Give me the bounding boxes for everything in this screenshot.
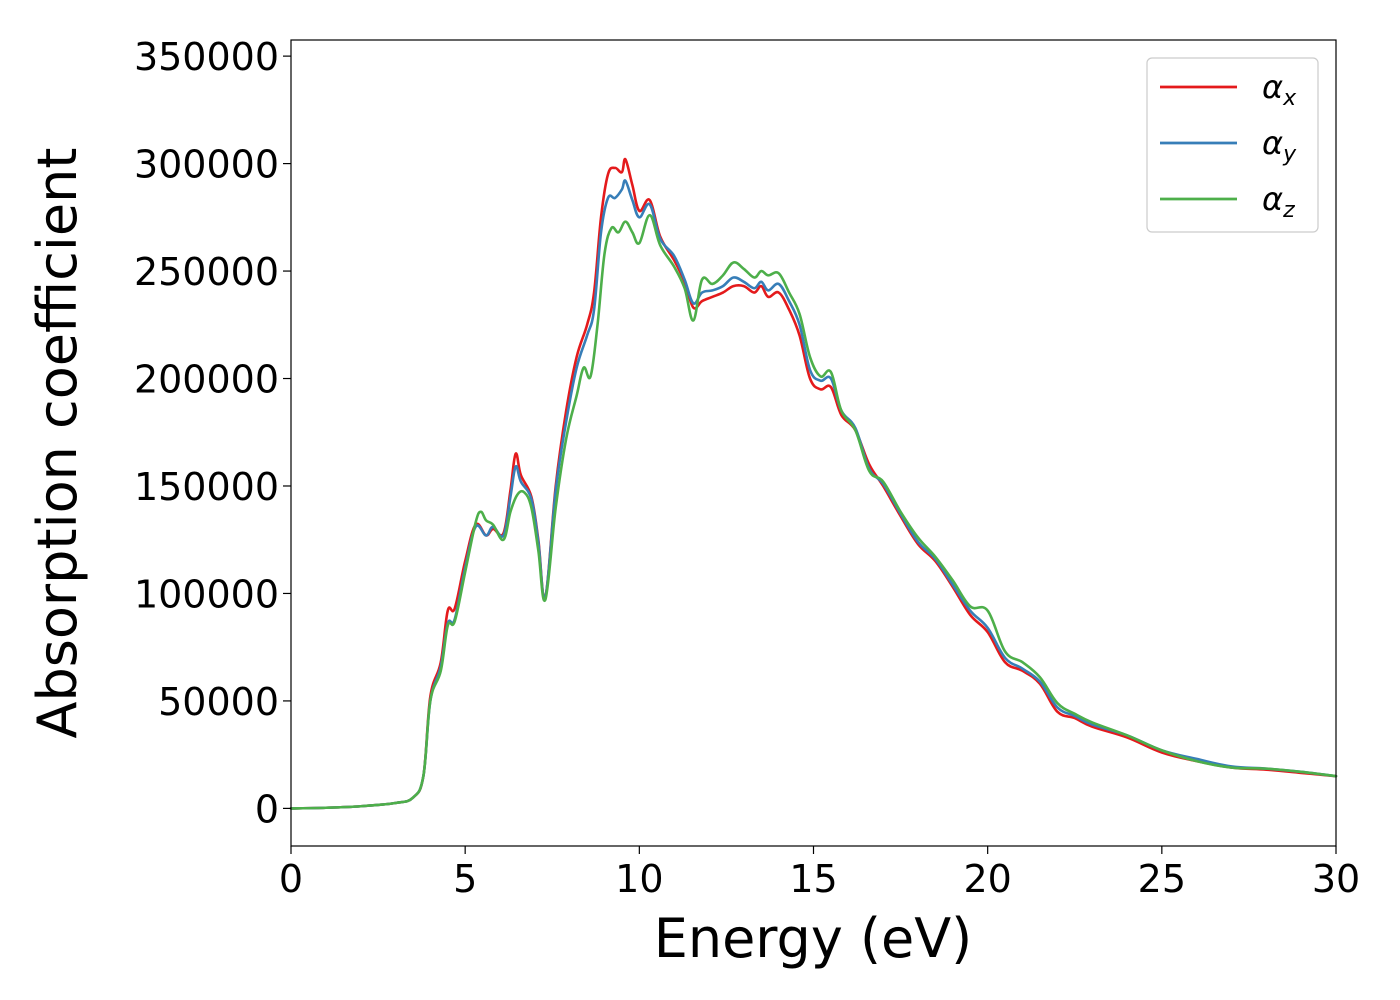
legend: αx αy αz [1146, 57, 1319, 233]
legend-entries: αx αy αz [1160, 68, 1297, 223]
legend-label-y: αy [1262, 124, 1297, 167]
y-tick-label: 350000 [134, 35, 279, 79]
y-tick-label: 200000 [134, 358, 279, 402]
y-tick-label: 100000 [134, 572, 279, 616]
y-tick-label: 0 [255, 787, 279, 831]
y-tick-label: 250000 [134, 250, 279, 294]
x-axis-title: Energy (eV) [654, 907, 973, 970]
x-axis-ticks: 0 5 10 15 20 25 30 [279, 846, 1360, 901]
plot-lines [289, 157, 1338, 810]
series-line-z [289, 213, 1338, 810]
x-tick-label: 5 [453, 857, 477, 901]
x-tick-label: 15 [789, 857, 837, 901]
y-tick-label: 50000 [158, 680, 279, 724]
legend-box [1146, 57, 1319, 233]
y-axis-title: Absorption coefficient [26, 148, 89, 739]
y-tick-label: 300000 [134, 143, 279, 187]
y-tick-label: 150000 [134, 465, 279, 509]
x-tick-label: 0 [279, 857, 303, 901]
series-line-y [289, 179, 1338, 810]
legend-label-z: αz [1262, 180, 1295, 223]
x-tick-label: 10 [615, 857, 663, 901]
x-tick-label: 25 [1138, 857, 1186, 901]
x-tick-label: 20 [963, 857, 1011, 901]
x-tick-label: 30 [1312, 857, 1360, 901]
y-axis-ticks: 0 50000 100000 150000 200000 250000 300000 3500… [134, 35, 291, 831]
legend-label-x: αx [1262, 68, 1297, 111]
